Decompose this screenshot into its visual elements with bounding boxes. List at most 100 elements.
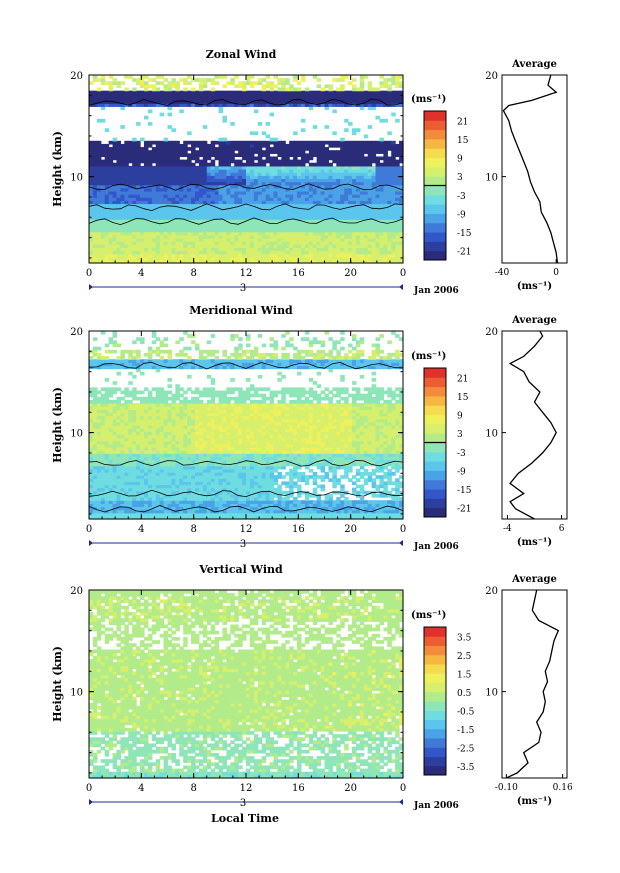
heatmap-cell bbox=[214, 178, 220, 183]
heatmap-cell bbox=[104, 225, 110, 230]
heatmap-cell bbox=[351, 206, 357, 211]
heatmap-cell bbox=[332, 244, 337, 248]
heatmap-cell bbox=[391, 90, 396, 95]
heatmap-cell bbox=[179, 178, 184, 183]
heatmap-cell bbox=[265, 256, 271, 261]
heatmap-cell bbox=[120, 156, 125, 161]
heatmap-cell bbox=[348, 222, 353, 226]
heatmap-cell bbox=[214, 487, 220, 492]
heatmap-cell bbox=[124, 515, 129, 520]
heatmap-cell bbox=[202, 484, 208, 489]
heatmap-cell bbox=[300, 247, 306, 252]
heatmap-cell bbox=[300, 244, 306, 248]
heatmap-cell bbox=[304, 512, 310, 517]
heatmap-cell bbox=[387, 184, 392, 189]
heatmap-cell bbox=[234, 512, 239, 517]
heatmap-cell bbox=[340, 187, 345, 192]
heatmap-cell bbox=[202, 503, 208, 508]
heatmap-cell bbox=[253, 259, 259, 264]
heatmap-cell bbox=[249, 200, 255, 205]
heatmap-cell bbox=[308, 225, 314, 230]
heatmap-cell bbox=[340, 172, 345, 176]
heatmap-cell bbox=[293, 244, 298, 248]
heatmap-cell bbox=[104, 93, 110, 98]
heatmap-cell bbox=[171, 153, 176, 158]
heatmap-cell bbox=[132, 512, 137, 517]
heatmap-cell bbox=[359, 506, 365, 511]
heatmap-cell bbox=[348, 93, 353, 98]
heatmap-cell bbox=[171, 503, 176, 508]
heatmap-cell bbox=[187, 162, 192, 167]
heatmap-cell bbox=[246, 219, 251, 223]
heatmap-cell bbox=[351, 200, 357, 205]
heatmap-cell bbox=[308, 216, 314, 220]
heatmap-cell bbox=[371, 147, 377, 151]
heatmap-cell bbox=[285, 503, 290, 508]
heatmap-cell bbox=[238, 250, 243, 255]
heatmap-cell bbox=[387, 206, 392, 211]
heatmap-cell bbox=[163, 490, 169, 495]
heatmap-cell bbox=[253, 222, 259, 226]
heatmap-cell bbox=[383, 228, 388, 233]
heatmap-cell bbox=[167, 237, 173, 242]
heatmap-cell bbox=[206, 506, 212, 511]
heatmap-cell bbox=[257, 90, 263, 95]
heatmap-cell bbox=[265, 253, 271, 258]
heatmap-cell bbox=[340, 475, 345, 479]
heatmap-cell bbox=[351, 515, 357, 520]
heatmap-cell bbox=[261, 484, 267, 489]
heatmap-cell bbox=[273, 481, 278, 486]
heatmap-cell bbox=[104, 147, 110, 151]
heatmap-cell bbox=[265, 512, 271, 517]
heatmap-cell bbox=[383, 216, 388, 220]
heatmap-cell bbox=[324, 244, 330, 248]
heatmap-cell bbox=[297, 512, 302, 517]
heatmap-cell bbox=[312, 103, 318, 107]
heatmap-cell bbox=[391, 497, 396, 501]
heatmap-cell bbox=[348, 81, 353, 85]
heatmap-cell bbox=[210, 172, 216, 176]
heatmap-cell bbox=[336, 509, 341, 514]
heatmap-cell bbox=[194, 225, 200, 230]
heatmap-cell bbox=[238, 225, 243, 230]
heatmap-cell bbox=[191, 162, 196, 167]
heatmap-cell bbox=[249, 75, 255, 79]
y-axis-label: Height (km) bbox=[51, 131, 64, 207]
heatmap-cell bbox=[253, 172, 259, 176]
heatmap-cell bbox=[194, 96, 200, 101]
heatmap-cell bbox=[265, 206, 271, 211]
heatmap-cell bbox=[273, 181, 278, 186]
colorbar-swatch bbox=[424, 222, 446, 233]
heatmap-cell bbox=[179, 465, 184, 470]
heatmap-cell bbox=[163, 484, 169, 489]
heatmap-cell bbox=[395, 468, 400, 473]
colorbar-swatch bbox=[424, 111, 446, 121]
heatmap-cell bbox=[89, 143, 94, 148]
heatmap-cell bbox=[198, 159, 204, 164]
heatmap-cell bbox=[273, 225, 278, 230]
heatmap-cell bbox=[202, 178, 208, 183]
heatmap-cell bbox=[175, 153, 180, 158]
heatmap-cell bbox=[367, 90, 373, 95]
heatmap-cell bbox=[89, 103, 94, 107]
heatmap-cell bbox=[132, 178, 137, 183]
heatmap-cell bbox=[96, 153, 102, 158]
heatmap-cell bbox=[324, 212, 330, 217]
heatmap-cell bbox=[191, 503, 196, 508]
heatmap-cell bbox=[344, 259, 349, 264]
heatmap-cell bbox=[253, 231, 259, 236]
heatmap-cell bbox=[163, 206, 169, 211]
heatmap-cell bbox=[230, 481, 235, 486]
heatmap-cell bbox=[371, 237, 377, 242]
heatmap-cell bbox=[132, 156, 137, 161]
heatmap-cell bbox=[128, 225, 133, 230]
heatmap-cell bbox=[324, 219, 330, 223]
heatmap-cell bbox=[297, 231, 302, 236]
heatmap-cell bbox=[277, 175, 282, 179]
heatmap-cell bbox=[328, 184, 333, 189]
heatmap-cell bbox=[371, 103, 377, 107]
heatmap-cell bbox=[355, 212, 361, 217]
heatmap-cell bbox=[171, 90, 176, 95]
heatmap-cell bbox=[242, 222, 247, 226]
heatmap-cell bbox=[108, 256, 114, 261]
